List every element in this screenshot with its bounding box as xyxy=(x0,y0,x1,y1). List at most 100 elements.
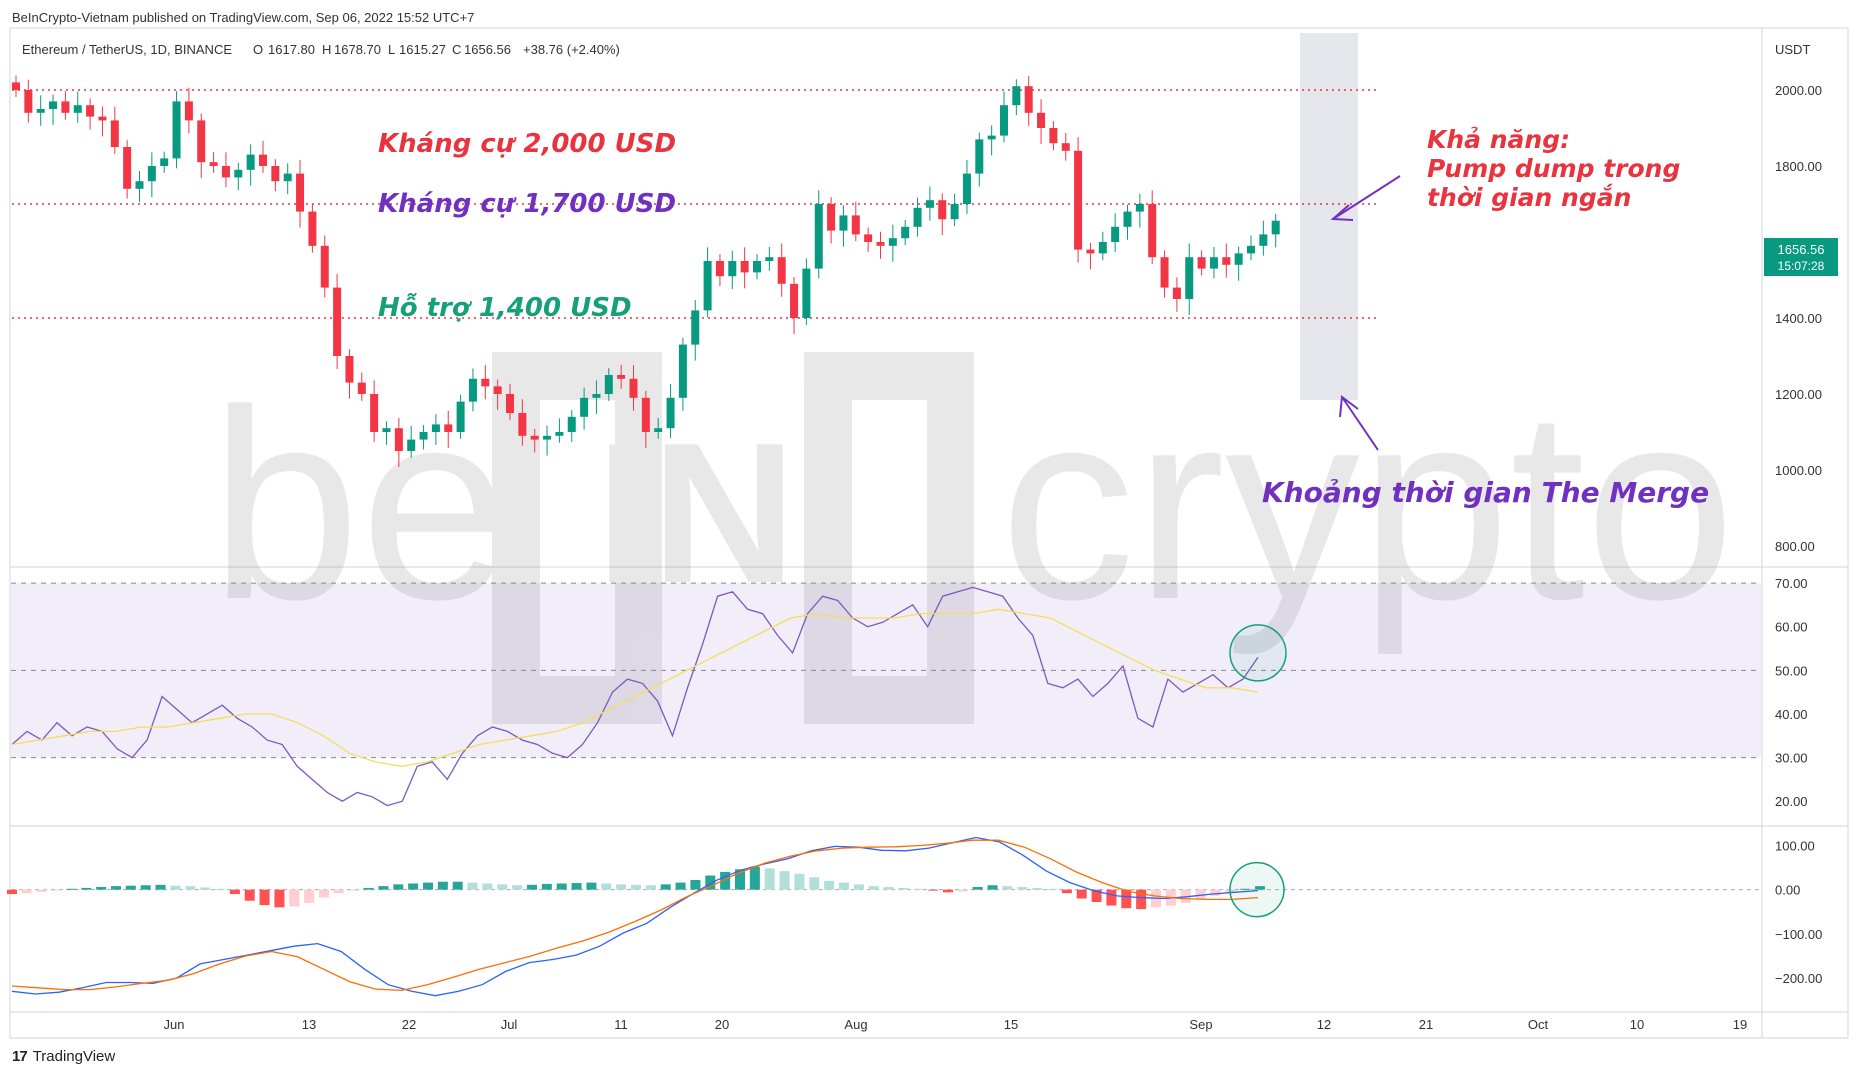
macd-histogram-bar xyxy=(7,889,17,895)
candle-body xyxy=(271,166,280,182)
macd-histogram-bar xyxy=(883,887,894,890)
macd-histogram-bar xyxy=(779,871,790,890)
candle-body xyxy=(753,261,761,273)
macd-histogram-bar xyxy=(1121,889,1132,909)
candle-body xyxy=(431,424,440,432)
candle-body xyxy=(1123,211,1132,227)
candle-body xyxy=(1271,220,1280,235)
time-tick-label: 12 xyxy=(1317,1017,1331,1032)
macd-histogram-bar xyxy=(586,882,597,890)
macd-histogram-bar xyxy=(274,889,285,908)
rsi-tick-label: 20.00 xyxy=(1775,794,1808,809)
candle-body xyxy=(901,226,910,239)
macd-histogram-bar xyxy=(764,868,775,890)
price-tick-label: 2000.00 xyxy=(1775,83,1822,98)
macd-histogram-bar xyxy=(304,889,315,903)
macd-histogram-bar xyxy=(512,885,523,890)
macd-histogram-bar xyxy=(1106,889,1117,906)
rsi-signal-line xyxy=(11,608,1259,767)
macd-histogram-bar xyxy=(556,883,567,890)
legend-h-label: H xyxy=(322,42,331,57)
tradingview-logo-icon: 17 xyxy=(12,1048,28,1065)
arrow-to-merge-top xyxy=(1330,175,1401,221)
macd-histogram-bar xyxy=(645,885,656,890)
candle-body xyxy=(370,394,379,432)
candle-body xyxy=(938,200,947,220)
publish-line: BeInCrypto-Vietnam published on TradingV… xyxy=(12,10,475,25)
macd-histogram-bar xyxy=(348,889,359,891)
candle-body xyxy=(147,166,156,182)
macd-histogram-bar xyxy=(943,889,953,893)
macd-histogram-bar xyxy=(259,889,270,906)
candle-body xyxy=(802,268,811,318)
macd-histogram-bar xyxy=(467,882,478,890)
legend-c-value: 1656.56 xyxy=(464,42,511,57)
candle-body xyxy=(1024,86,1033,113)
last-price-countdown: 15:07:28 xyxy=(1778,259,1825,273)
rsi-tick-label: 40.00 xyxy=(1775,707,1808,722)
candle-body xyxy=(765,257,774,261)
macd-histogram-bar xyxy=(289,889,300,907)
candle-body xyxy=(394,428,403,451)
macd-histogram-bar xyxy=(913,888,924,890)
price-tick-label: 800.00 xyxy=(1775,539,1815,554)
macd-tick-label: −100.00 xyxy=(1775,927,1822,942)
price-tick-label: 1200.00 xyxy=(1775,387,1822,402)
macd-histogram-bar xyxy=(571,883,582,890)
macd-tick-label: −200.00 xyxy=(1775,971,1822,986)
macd-histogram-bar xyxy=(1002,886,1013,890)
macd-histogram-bar xyxy=(125,885,136,890)
time-axis: Jun 13 22 Jul 11 20 Aug 15 Sep 12 21 Oct 10 19 xyxy=(164,1017,1748,1032)
macd-histogram-bar xyxy=(1240,888,1251,890)
legend-c-label: C xyxy=(452,42,461,57)
macd-signal-line xyxy=(11,839,1259,992)
candle-body xyxy=(419,432,428,440)
candle-body xyxy=(234,169,243,178)
candle-body xyxy=(530,435,539,440)
macd-histogram-bar xyxy=(437,881,448,890)
candle-body xyxy=(468,378,477,402)
candle-body xyxy=(320,245,329,288)
rsi-tick-label: 30.00 xyxy=(1775,751,1808,766)
outlook-label-line-1: Khả năng: xyxy=(1427,125,1570,154)
candle-body xyxy=(864,234,873,242)
legend-change: +38.76 (+2.40%) xyxy=(523,42,620,57)
candle-body xyxy=(678,344,687,398)
macd-histogram-bar xyxy=(393,884,404,890)
macd-pane: 100.00 0.00 −100.00 −200.00 xyxy=(7,836,1822,997)
support-1400-label: Hỗ trợ 1,400 USD xyxy=(378,292,632,323)
macd-histogram-bar xyxy=(616,884,627,890)
macd-histogram-bar xyxy=(497,884,508,890)
candles xyxy=(12,75,1280,467)
candle-body xyxy=(221,166,230,178)
rsi-tick-label: 60.00 xyxy=(1775,620,1808,635)
macd-histogram-bar xyxy=(155,884,166,890)
candle-body xyxy=(283,173,292,182)
chart-title: Ethereum / TetherUS, 1D, BINANCE xyxy=(22,42,232,57)
price-tick-label: 1800.00 xyxy=(1775,159,1822,174)
candle-body xyxy=(1111,226,1120,242)
candle-body xyxy=(382,428,391,432)
macd-histogram-bar xyxy=(482,883,493,890)
candle-body xyxy=(913,207,922,227)
time-tick-label: 10 xyxy=(1630,1017,1644,1032)
macd-tick-label: 0.00 xyxy=(1775,883,1800,898)
candle-body xyxy=(1061,143,1070,151)
time-tick-label: 19 xyxy=(1733,1017,1747,1032)
candle-body xyxy=(617,375,626,379)
candle-body xyxy=(1000,105,1008,136)
macd-histogram-bar xyxy=(1091,889,1102,903)
pane-frames xyxy=(9,27,1849,1039)
macd-histogram-bar xyxy=(1061,889,1072,894)
macd-histogram-bar xyxy=(541,883,552,890)
candle-body xyxy=(1049,128,1058,144)
macd-histogram-bar xyxy=(36,889,47,892)
price-axis-ticks: 2000.001800.001600.001400.001200.001000.… xyxy=(1775,83,1822,554)
macd-histogram-bar xyxy=(333,889,344,894)
chart-legend: Ethereum / TetherUS, 1D, BINANCE O 1617.… xyxy=(22,42,620,57)
candle-body xyxy=(950,204,959,220)
macd-highlight-circle xyxy=(1229,861,1285,918)
candle-body xyxy=(827,204,836,231)
candle-body xyxy=(12,82,20,90)
